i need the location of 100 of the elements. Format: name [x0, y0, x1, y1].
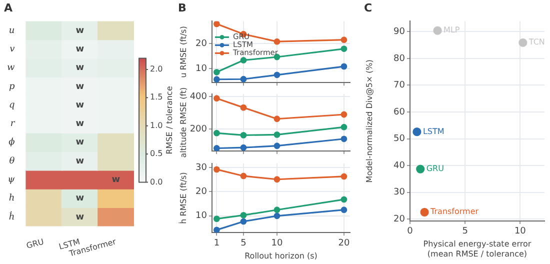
y-tick-label: ḣ — [8, 210, 15, 222]
point — [340, 124, 348, 130]
y-tick-label: w — [6, 63, 15, 74]
x-tick-label: GRU — [25, 237, 45, 250]
point — [340, 46, 348, 52]
x-tick-label: 20 — [338, 238, 350, 248]
y-tick-label: 80 — [394, 54, 406, 64]
point — [213, 166, 220, 173]
data-label: w — [76, 212, 84, 222]
color-bar-label: 1.5 — [150, 92, 163, 102]
x-tick-label: 5 — [462, 226, 468, 237]
point — [433, 26, 442, 35]
y-tick-label: 10 — [196, 64, 208, 74]
data-label: w — [76, 138, 84, 148]
point — [240, 212, 247, 218]
y-tick-label: 40 — [394, 160, 406, 171]
point — [274, 176, 280, 183]
y-tick-label: 10 — [196, 211, 208, 222]
series-label: MLP — [444, 26, 460, 35]
y-tick-label: 20 — [196, 187, 208, 198]
y-tick-label: 400 — [190, 92, 208, 102]
y-tick-label: 200 — [190, 124, 208, 134]
chart-title: B — [178, 1, 186, 14]
y-tick-label: 30 — [394, 188, 406, 198]
data-label: w — [112, 175, 120, 186]
x-tick-label: 10 — [271, 238, 283, 248]
color-bar-label: 0.5 — [150, 149, 163, 158]
point — [274, 206, 280, 214]
point — [420, 208, 429, 216]
y-tick-label: 60 — [394, 107, 406, 118]
point — [340, 36, 348, 44]
y-tick-label: 30 — [196, 162, 208, 173]
data-label: w — [76, 119, 84, 130]
x-tick-label: 5 — [240, 238, 246, 248]
color-bar-label: 1.0 — [150, 120, 163, 130]
series-label: GRU — [426, 164, 444, 174]
point — [240, 132, 247, 138]
data-label: w — [76, 63, 84, 74]
y-axis-title: u RMSE (ft/s) — [178, 26, 188, 78]
point — [274, 38, 280, 45]
x-tick-label: 1 — [214, 238, 220, 248]
series-label: TCN — [528, 38, 545, 47]
y-tick-label: 70 — [394, 80, 406, 91]
y-tick-label: ψ — [8, 175, 16, 186]
data-label: w — [76, 156, 84, 166]
x-tick-label: 10 — [514, 226, 526, 237]
point — [213, 216, 220, 222]
chart-title: C — [364, 1, 372, 14]
x-axis-title: Rollout horizon (s) — [244, 251, 318, 260]
point — [213, 226, 220, 233]
point — [274, 131, 280, 138]
point — [518, 38, 528, 47]
point — [240, 76, 247, 82]
x-tick-label: 0 — [407, 226, 414, 237]
y-tick-label: 20 — [394, 214, 406, 224]
point — [240, 144, 247, 151]
point — [340, 63, 348, 70]
y-tick-label: v — [10, 44, 15, 55]
point — [274, 116, 280, 122]
point — [274, 212, 280, 220]
point — [340, 136, 348, 142]
data-label: w — [76, 194, 84, 204]
point — [240, 218, 247, 225]
data-label: w — [76, 26, 84, 36]
y-tick-label: r — [10, 119, 16, 130]
y-tick-label: p — [8, 82, 15, 92]
point — [213, 76, 220, 83]
color-bar-title: RMSE / tolerance — [165, 86, 174, 154]
y-tick-label: 50 — [394, 134, 406, 144]
point — [340, 206, 348, 214]
y-tick-label: ϕ — [8, 138, 15, 148]
y-tick-label: 20 — [196, 38, 208, 49]
y-tick-label: 90 — [394, 26, 406, 37]
point — [213, 21, 220, 28]
point — [340, 196, 348, 203]
point — [213, 145, 220, 151]
point — [274, 142, 280, 150]
y-tick-label: θ — [9, 156, 16, 166]
point — [240, 104, 247, 111]
y-axis-title: Model-normalized Div@5× (%) — [364, 60, 374, 183]
series-label: LSTM — [422, 126, 444, 136]
x-axis-title: Physical energy-state error (mean RMSE / tolerance) — [423, 240, 532, 258]
data-label: w — [76, 82, 84, 92]
point — [213, 68, 220, 76]
chart-title: A — [4, 1, 13, 14]
series-label: Transformer — [430, 207, 480, 216]
point — [412, 128, 422, 136]
y-tick-label: u — [8, 26, 15, 36]
data-label: w — [76, 100, 84, 110]
color-bar-label: 0.0 — [150, 177, 163, 186]
point — [416, 164, 425, 174]
point — [213, 95, 220, 102]
point — [274, 72, 280, 78]
point — [240, 57, 247, 64]
point — [213, 130, 220, 136]
point — [340, 173, 348, 180]
color-bar-label: 2.0 — [150, 64, 163, 74]
point — [240, 172, 247, 180]
point — [340, 111, 348, 118]
data-label: w — [76, 44, 84, 55]
